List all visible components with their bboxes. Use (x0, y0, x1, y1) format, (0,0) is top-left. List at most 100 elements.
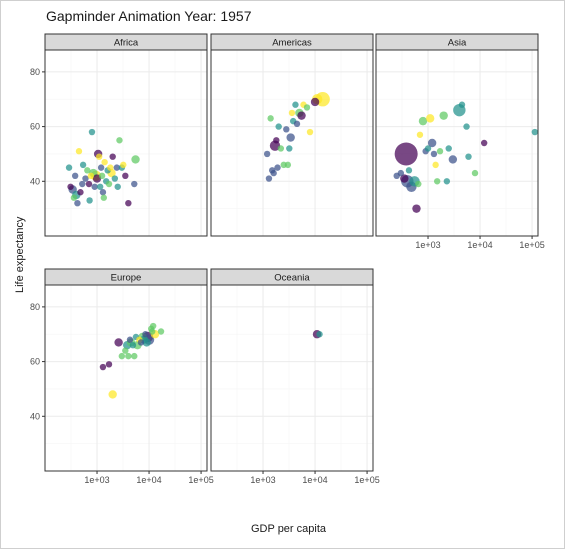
y-tick-label: 40 (30, 176, 40, 186)
data-point (116, 137, 123, 144)
data-point (425, 114, 435, 123)
data-point (306, 128, 314, 136)
data-point (137, 339, 145, 346)
data-point (273, 137, 280, 144)
data-point (286, 145, 293, 152)
data-point (394, 142, 418, 166)
data-point (95, 153, 103, 160)
x-tick-label: 1e+05 (354, 475, 379, 485)
data-point (430, 150, 438, 158)
data-point (432, 161, 439, 169)
data-point (75, 148, 83, 155)
data-point (292, 101, 299, 108)
data-point (443, 178, 451, 185)
data-point (129, 341, 137, 349)
data-point (316, 331, 323, 338)
data-point (436, 148, 444, 155)
panel-background (45, 285, 207, 471)
x-tick-label: 1e+05 (519, 240, 544, 250)
facet-strip-label: Oceania (274, 273, 310, 284)
y-tick-label: 60 (30, 357, 40, 367)
data-point (424, 145, 432, 152)
data-point (118, 352, 126, 360)
data-point (277, 145, 285, 152)
facet-strip-label: Americas (272, 38, 312, 49)
panel-border (44, 284, 208, 472)
data-point (463, 123, 470, 130)
data-point (418, 116, 428, 126)
data-point (70, 194, 78, 201)
data-point (91, 183, 98, 190)
panel-background (376, 50, 538, 236)
data-point (109, 153, 116, 160)
x-tick-label: 1e+04 (302, 475, 327, 485)
data-point (445, 145, 452, 152)
data-point (77, 189, 84, 196)
data-point (88, 128, 96, 136)
data-point (108, 390, 117, 399)
data-point (439, 111, 448, 120)
facet-panel-americas: Americas (210, 33, 374, 237)
data-point (415, 180, 422, 188)
data-point (157, 328, 165, 335)
data-point (284, 161, 292, 169)
panel-background (211, 50, 373, 236)
data-point (114, 338, 123, 347)
data-point (310, 97, 320, 107)
x-axis-label: GDP per capita (251, 523, 327, 535)
panel-background (211, 285, 373, 471)
data-point (79, 161, 87, 169)
data-point (113, 164, 121, 171)
data-point (99, 189, 107, 196)
data-point (400, 174, 409, 183)
data-point (71, 172, 79, 180)
data-point (283, 126, 290, 133)
data-point (448, 155, 458, 164)
data-point (397, 169, 405, 177)
data-point (84, 167, 91, 174)
panel-border (210, 49, 374, 237)
data-point (107, 164, 114, 171)
data-point (87, 172, 95, 180)
data-point (105, 180, 113, 188)
data-point (125, 199, 132, 207)
data-point (131, 352, 138, 360)
data-point (120, 161, 127, 169)
x-tick-label: 1e+04 (136, 475, 161, 485)
data-point (74, 199, 81, 207)
data-point (274, 164, 281, 171)
panel-background (45, 50, 207, 236)
facet-strip-label: Europe (111, 273, 142, 284)
facet-strip-label: Africa (114, 38, 139, 49)
data-point (85, 180, 93, 188)
x-tick-label: 1e+04 (467, 240, 492, 250)
panel-border (375, 49, 539, 237)
y-tick-label: 80 (30, 67, 40, 77)
facet-panel-africa: Africa 40 60 80 (30, 33, 208, 237)
y-tick-label: 40 (30, 411, 40, 421)
data-point (142, 331, 149, 338)
data-point (433, 178, 441, 185)
data-point (427, 138, 437, 148)
data-point (111, 175, 119, 182)
data-point (82, 175, 89, 182)
data-point (101, 158, 108, 166)
panel-border (210, 284, 374, 472)
data-point (275, 123, 282, 130)
data-point (297, 111, 306, 120)
data-point (288, 109, 296, 117)
facet-panel-europe: Europe 1e+03 1e+04 1e+05 40 60 80 (30, 268, 214, 485)
data-point (131, 180, 138, 188)
panel-border (44, 49, 208, 237)
data-point (263, 150, 271, 158)
facet-panel-asia: Asia 1e+03 1e+04 1e+05 (375, 33, 545, 250)
y-tick-label: 60 (30, 122, 40, 132)
data-point (286, 133, 295, 142)
data-point (458, 101, 466, 108)
facet-panel-oceania: Oceania 1e+03 1e+04 1e+05 (210, 268, 380, 485)
data-point (114, 183, 121, 190)
x-tick-label: 1e+03 (250, 475, 275, 485)
data-point (105, 361, 113, 368)
